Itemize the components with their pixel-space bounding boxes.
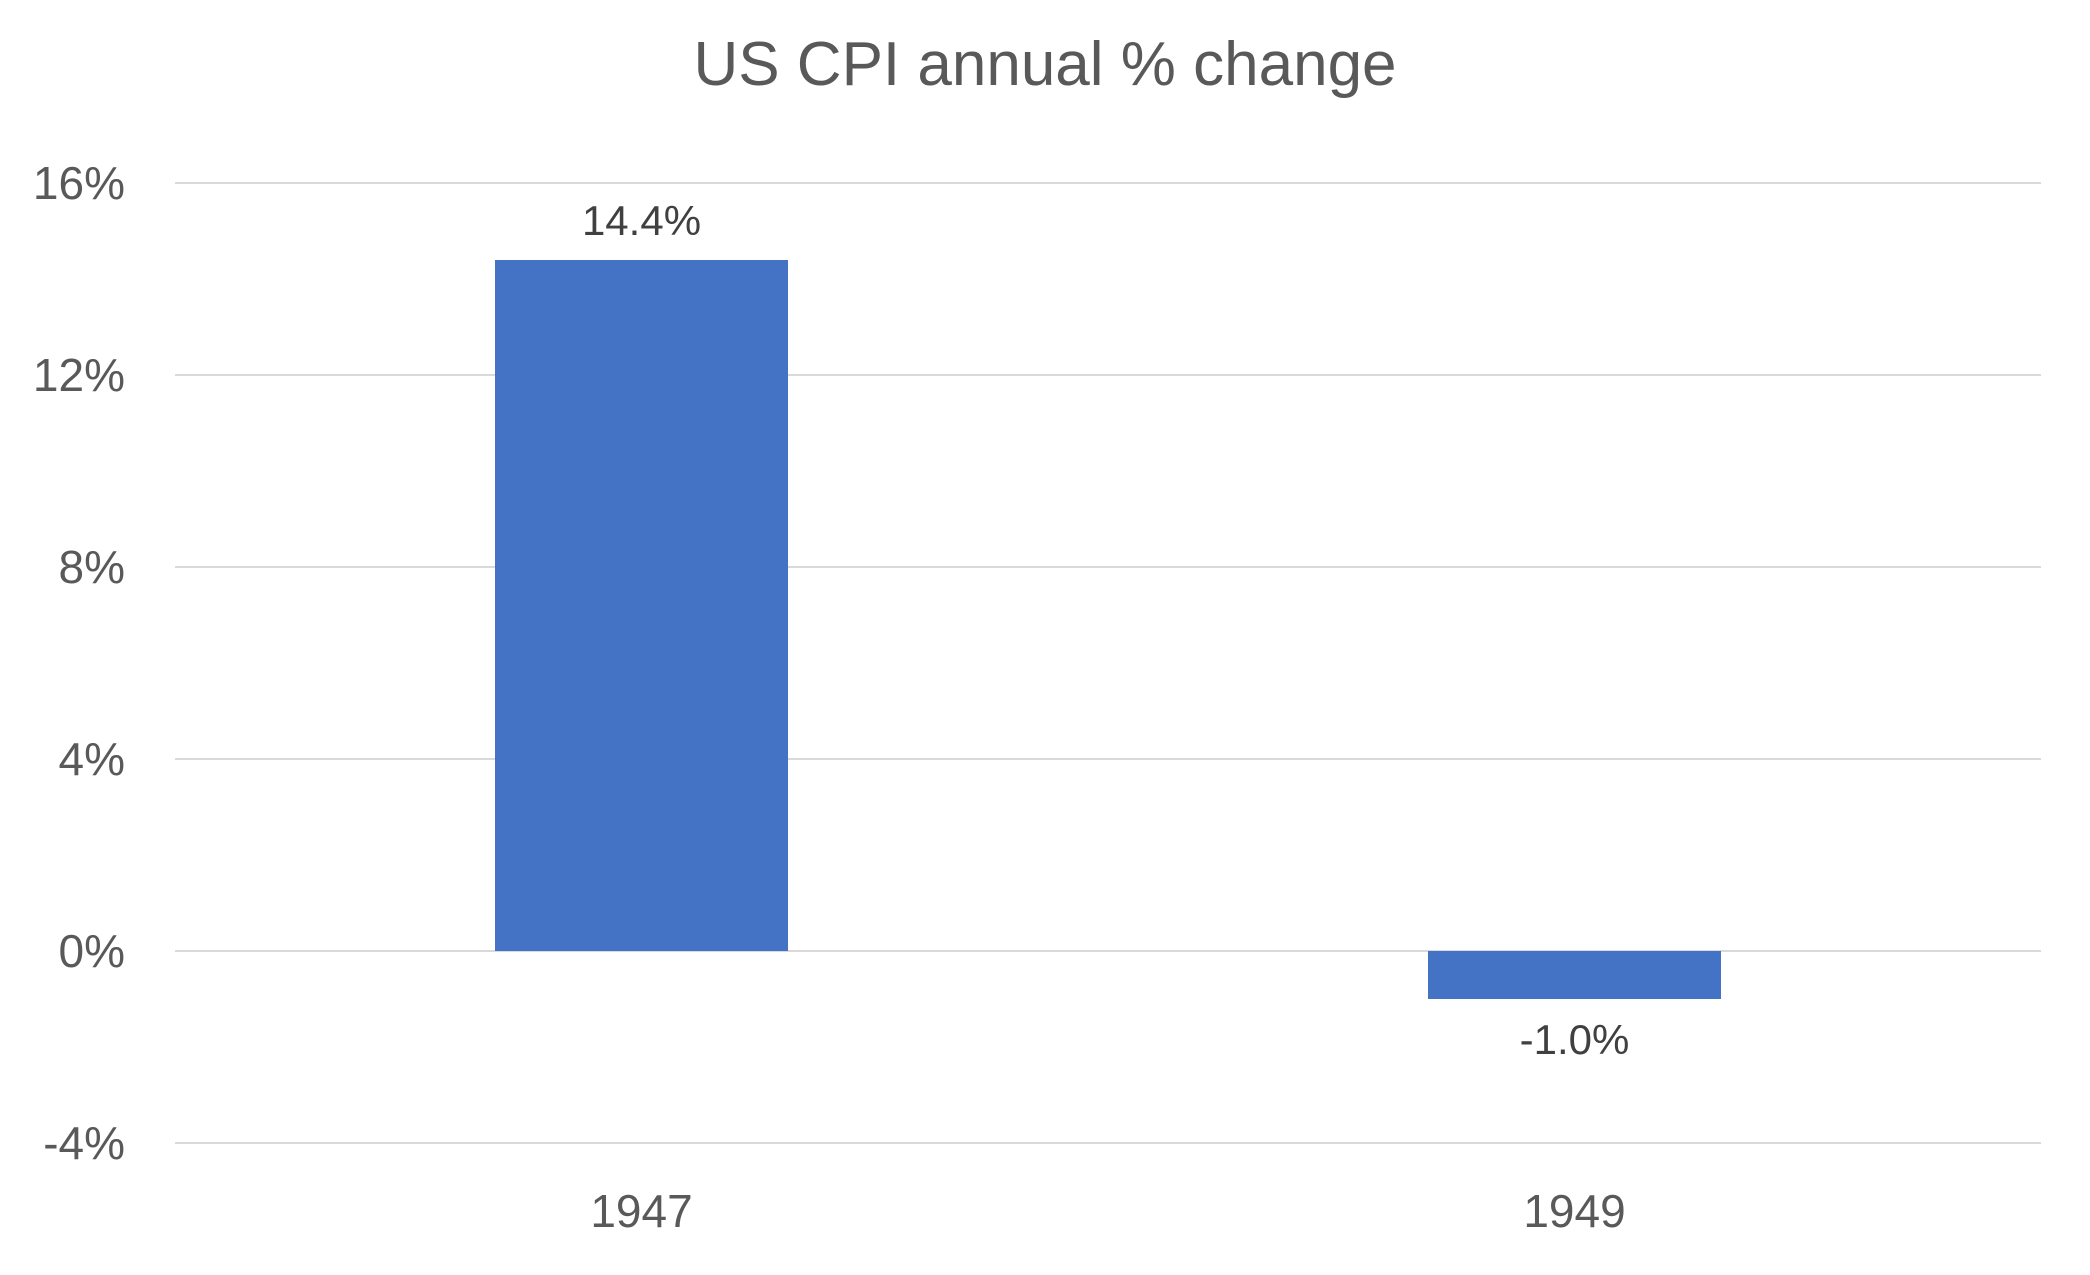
gridline--4% bbox=[175, 1142, 2041, 1144]
bar-1947 bbox=[495, 259, 788, 951]
y-tick-label: 4% bbox=[58, 733, 125, 785]
y-axis: 16% 12% 8% 4% 0% -4% bbox=[0, 157, 125, 1169]
x-axis: 1947 1949 bbox=[175, 1183, 2041, 1243]
gridline-16% bbox=[175, 182, 2041, 184]
chart-title: US CPI annual % change bbox=[693, 30, 1397, 99]
gridline-0% bbox=[175, 950, 2041, 952]
x-tick-label-1947: 1947 bbox=[590, 1185, 693, 1237]
plot-area: 14.4% -1.0% bbox=[175, 182, 2041, 1144]
gridline-4% bbox=[175, 758, 2041, 760]
y-tick-label: 12% bbox=[32, 349, 125, 401]
bar-1949 bbox=[1428, 951, 1721, 999]
gridline-12% bbox=[175, 374, 2041, 376]
gridline-8% bbox=[175, 566, 2041, 568]
data-label-1947: 14.4% bbox=[581, 196, 702, 244]
data-label-1949: -1.0% bbox=[1519, 1016, 1630, 1063]
y-tick-label: 16% bbox=[32, 157, 125, 209]
y-tick-label: -4% bbox=[43, 1117, 125, 1169]
y-tick-label: 8% bbox=[58, 541, 125, 593]
x-tick-label-1949: 1949 bbox=[1523, 1185, 1626, 1237]
y-tick-label: 0% bbox=[58, 925, 125, 977]
